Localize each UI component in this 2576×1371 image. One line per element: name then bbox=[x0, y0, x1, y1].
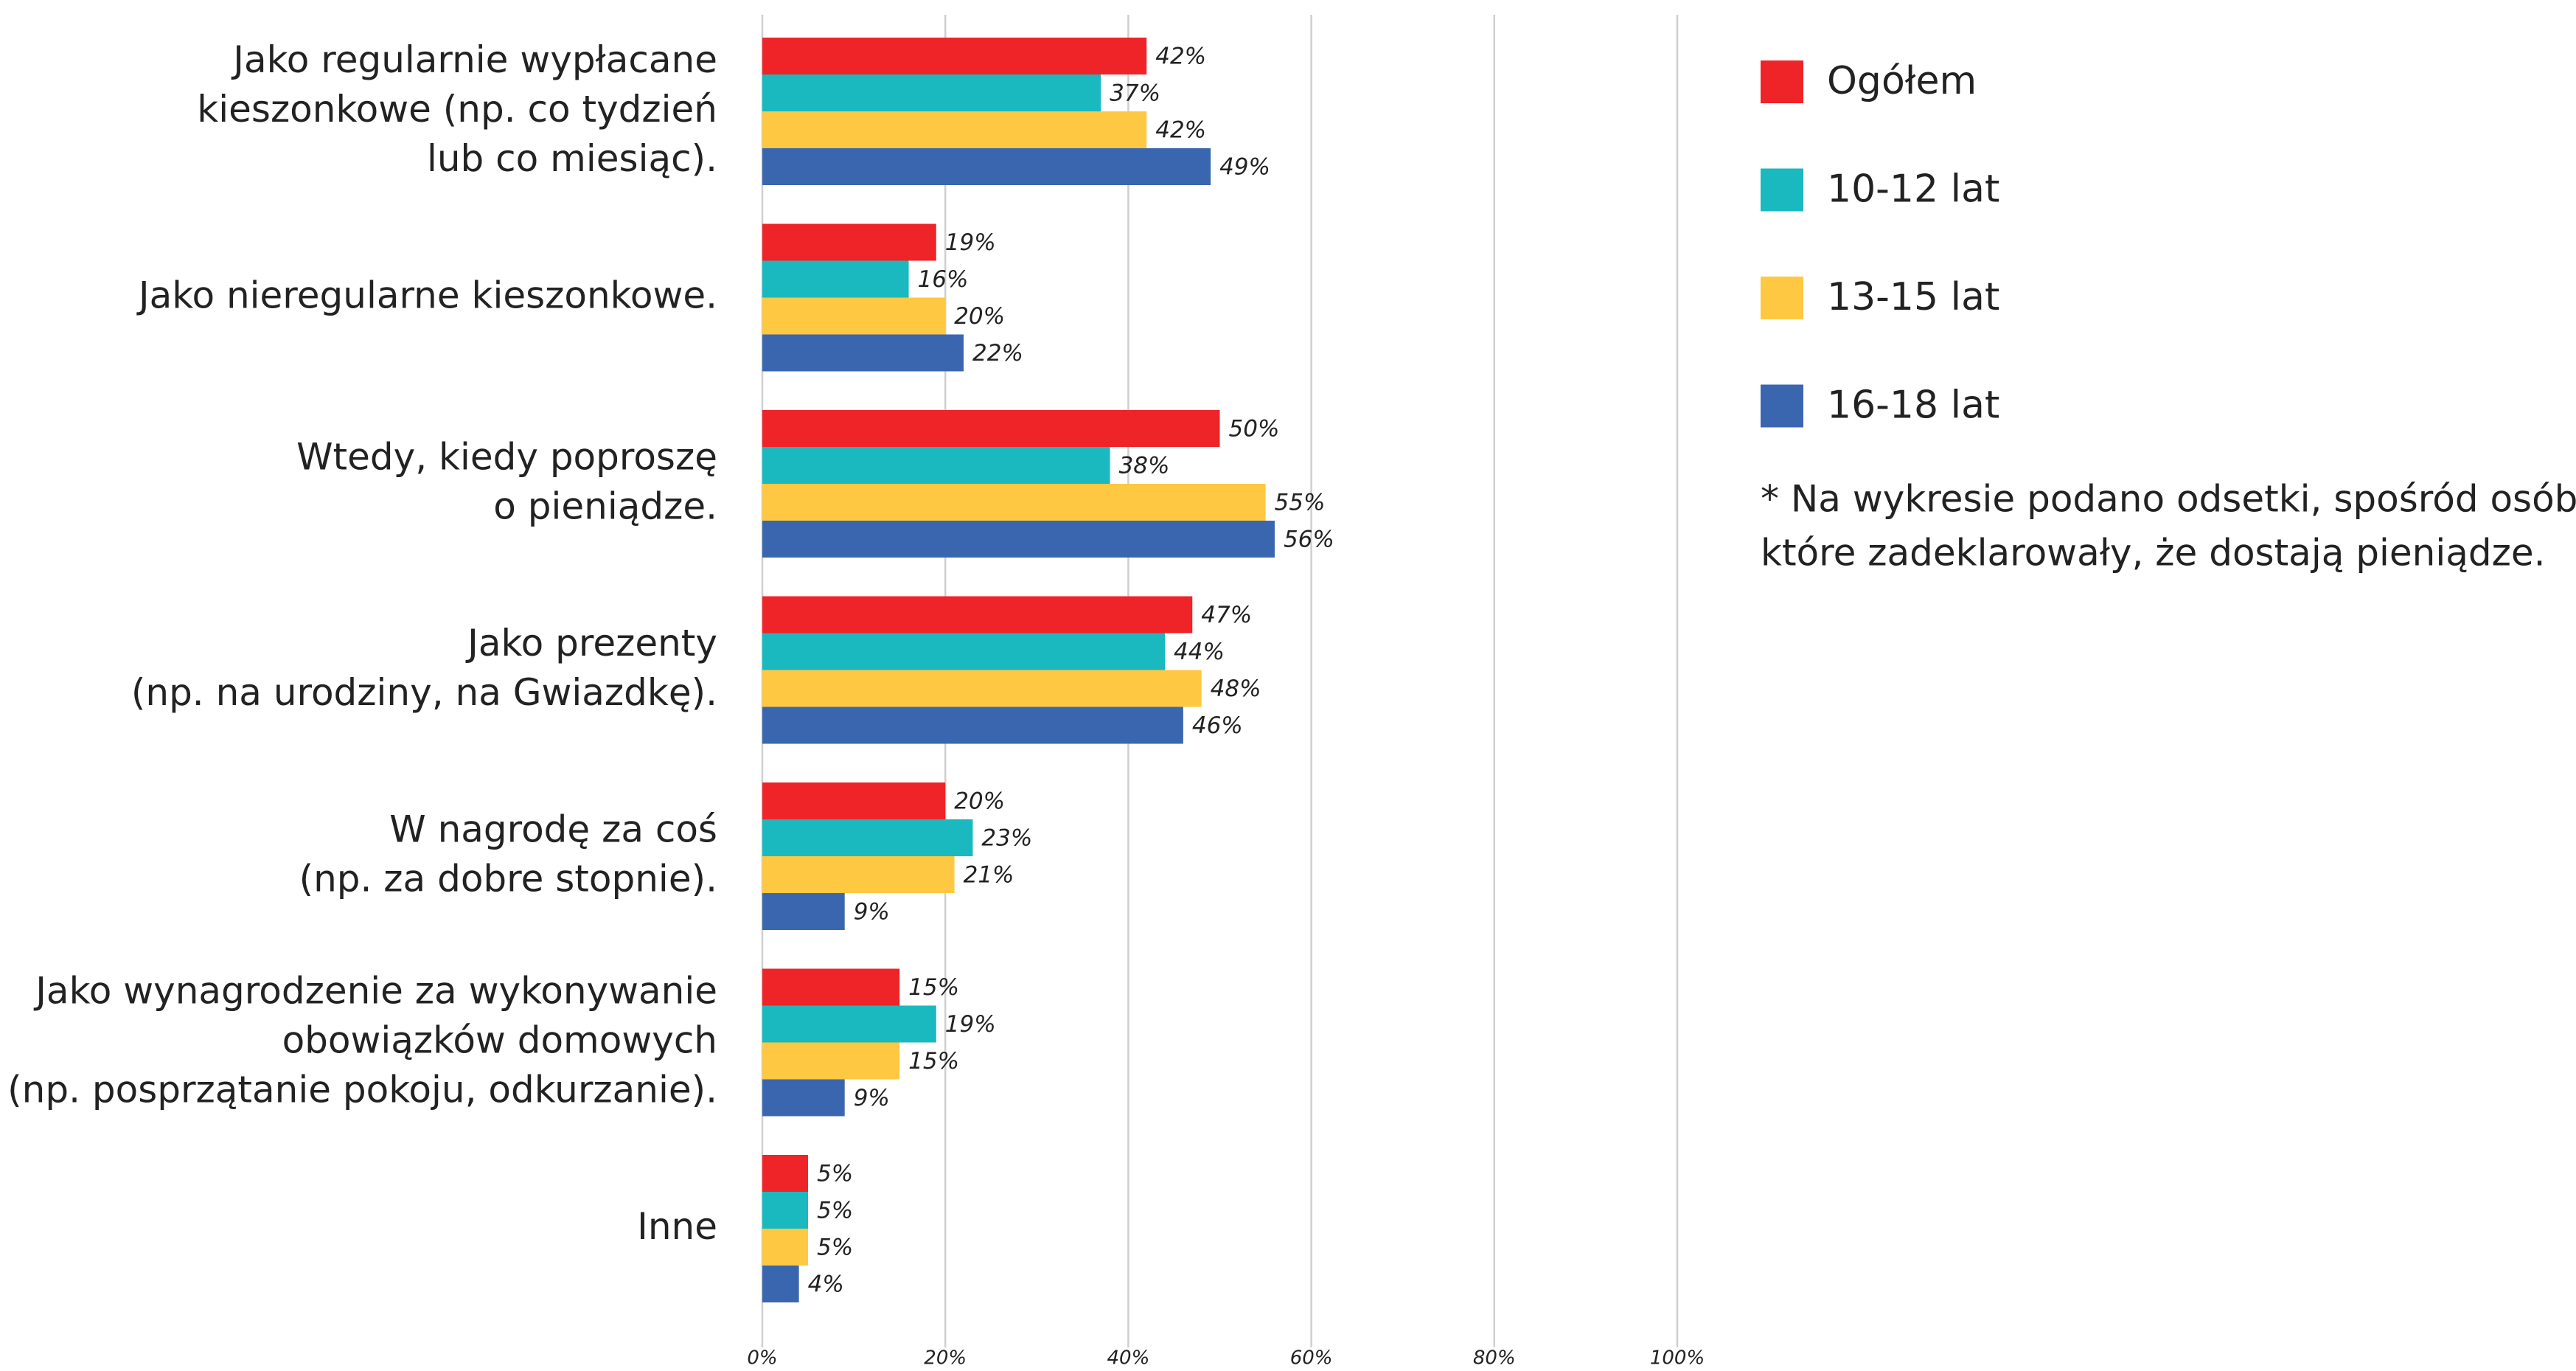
value-label: 19% bbox=[945, 229, 996, 256]
bar bbox=[762, 1005, 936, 1043]
legend-swatch bbox=[1761, 384, 1803, 428]
value-label: 48% bbox=[1211, 676, 1261, 702]
bar bbox=[762, 782, 946, 819]
legend-label: 16-18 lat bbox=[1827, 383, 1999, 428]
value-label: 15% bbox=[908, 1048, 959, 1075]
bar bbox=[762, 1155, 809, 1192]
value-label: 5% bbox=[817, 1235, 853, 1261]
value-label: 9% bbox=[854, 1085, 890, 1111]
bar bbox=[762, 1266, 799, 1302]
bar bbox=[762, 968, 900, 1006]
value-label: 46% bbox=[1192, 712, 1243, 739]
x-tick-label: 0% bbox=[747, 1347, 777, 1370]
value-label: 5% bbox=[817, 1198, 853, 1224]
category-label: Wtedy, kiedy poproszę o pieniądze. bbox=[296, 435, 717, 527]
bar bbox=[762, 521, 1275, 558]
category-line: Inne bbox=[637, 1205, 717, 1248]
category-label: Jako regularnie wypłacane kieszonkowe (np… bbox=[197, 38, 717, 180]
category-line: W nagrodę za coś bbox=[389, 808, 717, 850]
legend-label: 10-12 lat bbox=[1827, 167, 1999, 212]
value-label: 50% bbox=[1229, 416, 1280, 442]
category-line: Jako prezenty bbox=[465, 622, 717, 664]
value-label: 20% bbox=[954, 303, 1005, 330]
value-label: 5% bbox=[817, 1161, 853, 1187]
bar bbox=[762, 484, 1266, 521]
bar bbox=[762, 893, 845, 930]
category-label: Jako wynagrodzenie za wykonywanie obowiąz… bbox=[7, 969, 717, 1111]
bar bbox=[762, 334, 964, 372]
x-tick-label: 60% bbox=[1290, 1347, 1333, 1370]
bar bbox=[762, 38, 1147, 74]
category-line: obowiązków domowych bbox=[282, 1018, 717, 1061]
bar bbox=[762, 1229, 809, 1266]
legend-swatch bbox=[1761, 60, 1803, 103]
category-label: Jako prezenty (np. na urodziny, na Gwiazd… bbox=[131, 622, 717, 714]
value-label: 21% bbox=[964, 862, 1014, 889]
x-tick-label: 20% bbox=[924, 1347, 967, 1370]
value-label: 38% bbox=[1119, 453, 1170, 479]
legend-label: Ogółem bbox=[1827, 59, 1977, 103]
legend-swatch bbox=[1761, 277, 1803, 319]
legend-swatch bbox=[1761, 168, 1803, 212]
category-line: Jako nieregularne kieszonkowe. bbox=[136, 274, 717, 316]
value-label: 15% bbox=[908, 974, 959, 1001]
category-line: (np. za dobre stopnie). bbox=[299, 857, 717, 900]
bar bbox=[762, 111, 1147, 148]
x-tick-label: 80% bbox=[1473, 1347, 1516, 1370]
category-line: Wtedy, kiedy poproszę bbox=[296, 435, 717, 478]
bar bbox=[762, 596, 1193, 634]
x-tick-label: 100% bbox=[1650, 1347, 1705, 1370]
category-label: Inne bbox=[637, 1205, 717, 1248]
value-label: 56% bbox=[1284, 527, 1334, 553]
bar bbox=[762, 260, 909, 298]
bar bbox=[762, 819, 973, 856]
bar bbox=[762, 74, 1101, 111]
category-line: o pieniądze. bbox=[493, 485, 717, 527]
value-label: 42% bbox=[1155, 44, 1206, 70]
value-label: 16% bbox=[918, 266, 969, 293]
bar bbox=[762, 633, 1166, 670]
value-label: 23% bbox=[981, 825, 1032, 852]
value-label: 47% bbox=[1201, 602, 1252, 628]
bar bbox=[762, 856, 955, 893]
bar bbox=[762, 410, 1220, 447]
bar bbox=[762, 1042, 900, 1080]
value-label: 44% bbox=[1174, 639, 1225, 665]
value-label: 4% bbox=[808, 1271, 844, 1298]
category-label: Jako nieregularne kieszonkowe. bbox=[136, 274, 717, 316]
note: które zadeklarowały, że dostają pieniądz… bbox=[1761, 532, 2546, 575]
category-line: Jako wynagrodzenie za wykonywanie bbox=[33, 969, 717, 1012]
value-label: 55% bbox=[1275, 490, 1326, 516]
bar bbox=[762, 1192, 809, 1229]
category-line: (np. na urodziny, na Gwiazdkę). bbox=[131, 671, 717, 714]
bar bbox=[762, 707, 1183, 744]
category-line: (np. posprzątanie pokoju, odkurzanie). bbox=[7, 1068, 717, 1111]
value-label: 37% bbox=[1110, 80, 1160, 107]
value-label: 42% bbox=[1155, 117, 1206, 144]
legend-label: 13-15 lat bbox=[1827, 275, 1999, 319]
category-line: lub co miesiąc). bbox=[427, 137, 717, 180]
category-line: kieszonkowe (np. co tydzień bbox=[197, 88, 717, 131]
bar bbox=[762, 670, 1202, 707]
bar bbox=[762, 447, 1110, 484]
category-line: Jako regularnie wypłacane bbox=[231, 38, 717, 81]
bar bbox=[762, 1079, 845, 1117]
bar bbox=[762, 297, 946, 335]
value-label: 19% bbox=[945, 1011, 996, 1038]
value-label: 22% bbox=[972, 340, 1023, 367]
value-label: 20% bbox=[954, 788, 1005, 815]
value-label: 9% bbox=[854, 899, 890, 926]
bar bbox=[762, 223, 936, 261]
note: * Na wykresie podano odsetki, spośród os… bbox=[1761, 478, 2576, 521]
category-label: W nagrodę za coś (np. za dobre stopnie). bbox=[299, 808, 717, 900]
value-label: 49% bbox=[1219, 154, 1270, 181]
x-tick-label: 40% bbox=[1107, 1347, 1150, 1370]
bar bbox=[762, 148, 1211, 185]
